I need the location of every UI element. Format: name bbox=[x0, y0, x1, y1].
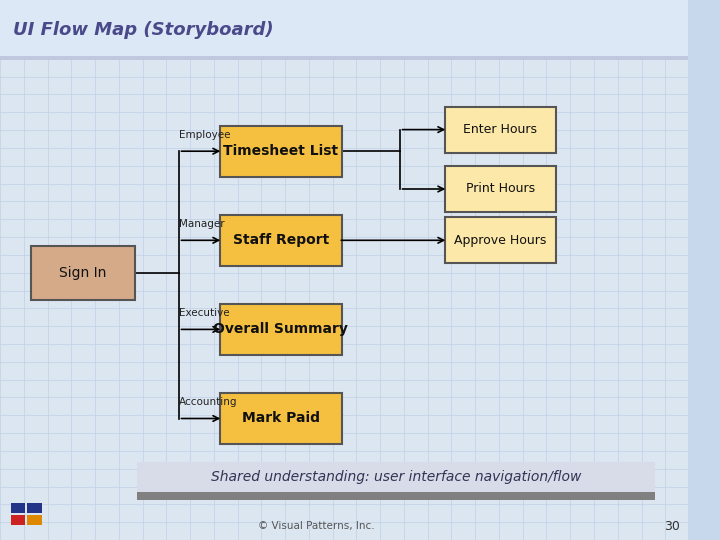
Text: Sign In: Sign In bbox=[59, 266, 107, 280]
FancyBboxPatch shape bbox=[0, 56, 688, 60]
FancyBboxPatch shape bbox=[137, 492, 655, 500]
FancyBboxPatch shape bbox=[27, 503, 42, 513]
Text: Timesheet List: Timesheet List bbox=[223, 144, 338, 158]
Text: Executive: Executive bbox=[179, 308, 229, 318]
Text: Overall Summary: Overall Summary bbox=[213, 322, 348, 336]
Text: Manager: Manager bbox=[179, 219, 224, 229]
Text: Enter Hours: Enter Hours bbox=[464, 123, 537, 136]
FancyBboxPatch shape bbox=[220, 126, 342, 177]
Text: Shared understanding: user interface navigation/flow: Shared understanding: user interface nav… bbox=[211, 470, 581, 484]
FancyBboxPatch shape bbox=[11, 503, 25, 513]
FancyBboxPatch shape bbox=[220, 214, 342, 266]
Text: Accounting: Accounting bbox=[179, 397, 237, 407]
Text: Approve Hours: Approve Hours bbox=[454, 234, 546, 247]
Text: UI Flow Map (Storyboard): UI Flow Map (Storyboard) bbox=[13, 21, 274, 39]
FancyBboxPatch shape bbox=[0, 0, 688, 57]
FancyBboxPatch shape bbox=[220, 393, 342, 444]
Text: © Visual Patterns, Inc.: © Visual Patterns, Inc. bbox=[258, 522, 375, 531]
Text: Employee: Employee bbox=[179, 130, 230, 140]
FancyBboxPatch shape bbox=[444, 217, 556, 263]
FancyBboxPatch shape bbox=[220, 303, 342, 355]
Text: Mark Paid: Mark Paid bbox=[242, 411, 320, 426]
FancyBboxPatch shape bbox=[27, 515, 42, 525]
Text: Print Hours: Print Hours bbox=[466, 183, 535, 195]
FancyBboxPatch shape bbox=[688, 0, 720, 540]
FancyBboxPatch shape bbox=[444, 106, 556, 152]
FancyBboxPatch shape bbox=[11, 515, 25, 525]
Text: Staff Report: Staff Report bbox=[233, 233, 329, 247]
FancyBboxPatch shape bbox=[30, 246, 135, 300]
Text: 30: 30 bbox=[665, 520, 680, 533]
FancyBboxPatch shape bbox=[444, 166, 556, 212]
FancyBboxPatch shape bbox=[137, 462, 655, 493]
